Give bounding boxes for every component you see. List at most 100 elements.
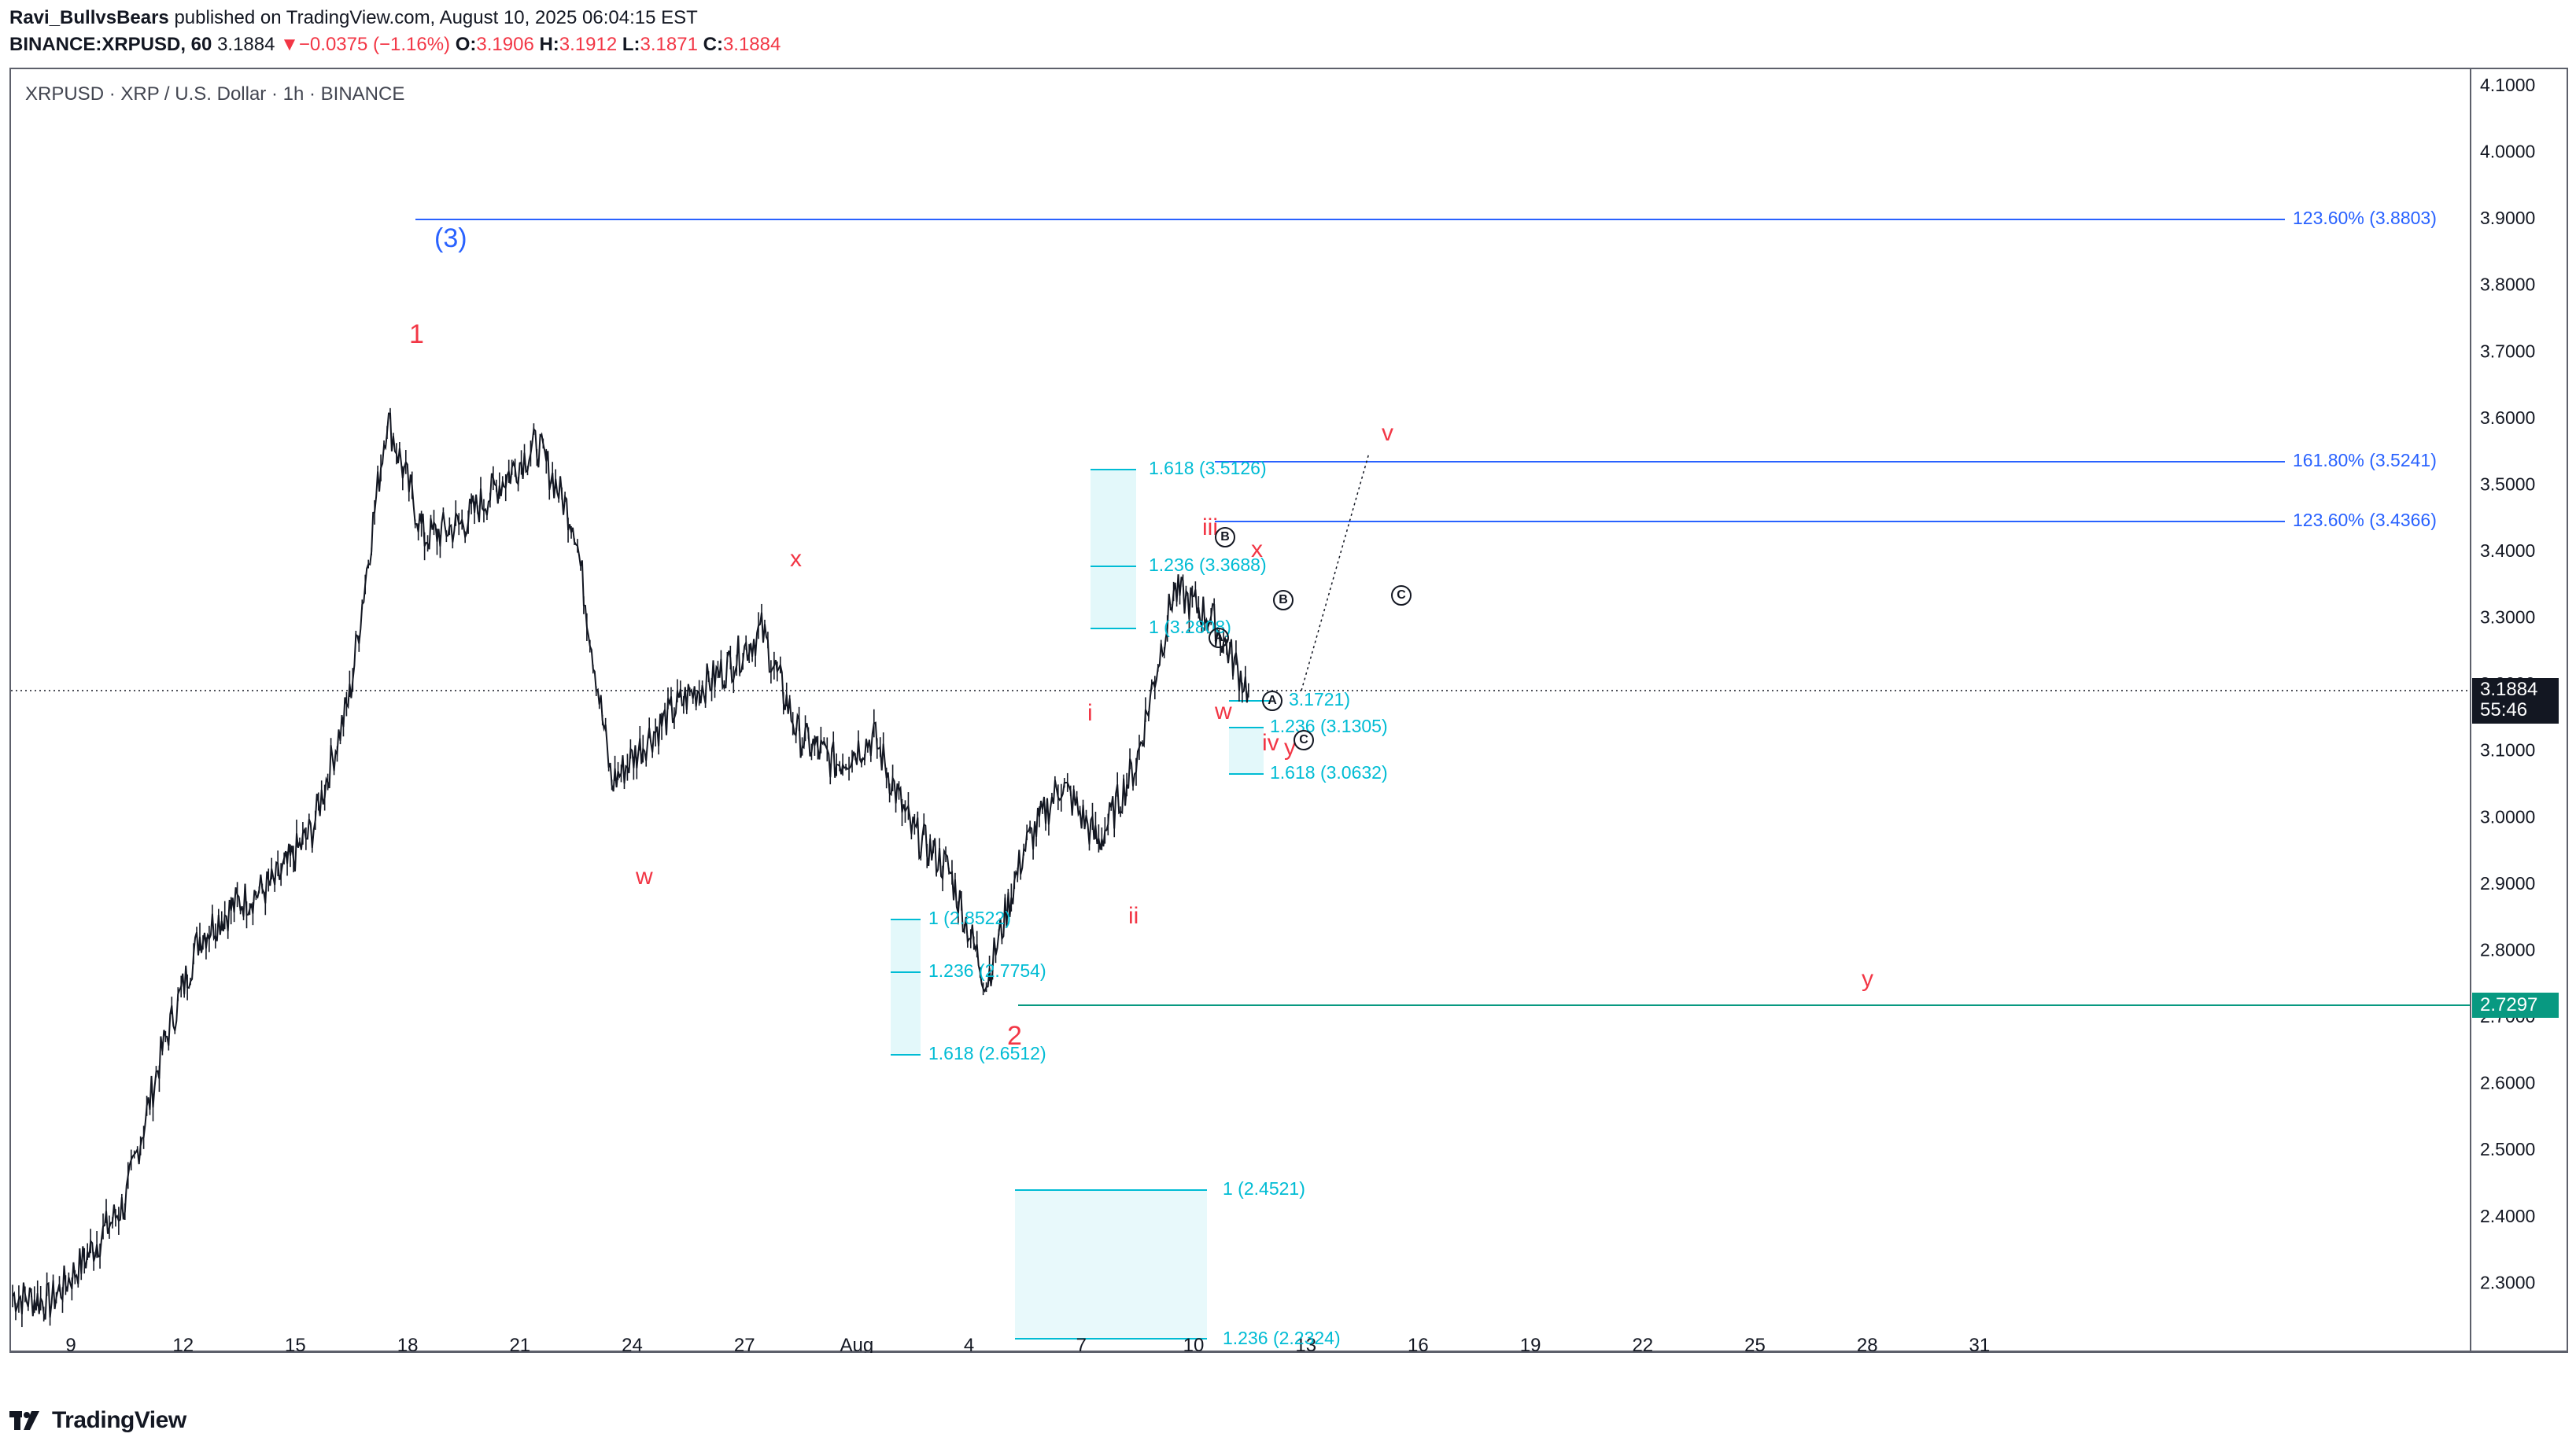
fib-label: 3.1721) (1289, 689, 1351, 709)
high-label: H: (539, 34, 559, 55)
time-axis-tick: Aug (840, 1335, 874, 1353)
price-axis-tick: 3.1000 (2480, 740, 2535, 761)
current-price-value: 3.1884 (2480, 679, 2538, 700)
time-axis-tick: 19 (1520, 1335, 1541, 1353)
time-axis-tick: 7 (1076, 1335, 1087, 1353)
price-axis-tick: 2.9000 (2480, 873, 2535, 894)
publish-line: Ravi_BullvsBears published on TradingVie… (9, 5, 1190, 31)
open-label: O: (455, 34, 477, 55)
level-label-3-4366: 123.60% (3.4366) (2293, 510, 2437, 530)
time-axis-tick: 18 (397, 1335, 419, 1353)
fib-label: 1.618 (3.5126) (1149, 458, 1267, 478)
price-change: −0.0375 (−1.16%) (298, 34, 451, 55)
axis-ticks: 4.1000 4.0000 3.9000 3.8000 3.7000 3.6000 3.50… (65, 75, 2535, 1353)
fib-box-mid[interactable] (891, 919, 921, 1055)
price-axis-tick: 3.9000 (2480, 208, 2535, 228)
price-axis-tick: 3.6000 (2480, 407, 2535, 428)
wave-label-y: y (1862, 966, 1873, 992)
price-series-line (12, 412, 1249, 1320)
time-axis-tick: 15 (285, 1335, 306, 1353)
circled-label-b: B (1215, 527, 1235, 547)
wave-label-v: v (1382, 420, 1393, 446)
circled-label-c: C (1391, 585, 1412, 606)
price-axis-tick: 3.5000 (2480, 474, 2535, 494)
price-axis-tick: 2.8000 (2480, 939, 2535, 960)
wave-label-w: w (636, 864, 653, 890)
wave-label-x: x (790, 546, 802, 572)
level-label-3-5241: 161.80% (3.5241) (2293, 450, 2437, 470)
wave-label-i: i (1087, 700, 1093, 726)
time-axis-tick: 21 (509, 1335, 530, 1353)
fib-box-low[interactable] (1015, 1190, 1207, 1340)
fib-label: 1.618 (2.6512) (928, 1043, 1046, 1063)
circled-label-a: A (1262, 691, 1282, 711)
wave-label-x2: x (1251, 536, 1263, 562)
last-price: 3.1884 (217, 34, 275, 55)
price-axis-tick: 2.3000 (2480, 1272, 2535, 1292)
time-axis-tick: 10 (1183, 1335, 1205, 1353)
change-down-icon: ▼ (280, 34, 299, 55)
time-axis-tick: 27 (734, 1335, 755, 1353)
projection-dotted-line[interactable] (1301, 452, 1370, 691)
price-axis-tick: 3.8000 (2480, 275, 2535, 295)
price-chart[interactable]: 4.1000 4.0000 3.9000 3.8000 3.7000 3.6000 3.50… (11, 69, 2568, 1353)
ohlc-line: BINANCE:XRPUSD, 60 3.1884 ▼−0.0375 (−1.1… (9, 31, 1190, 58)
price-axis-tick: 3.0000 (2480, 806, 2535, 827)
fib-label: 1 (2.8522) (928, 908, 1011, 928)
fib-label: 1.618 (3.0632) (1270, 762, 1388, 783)
footer: TradingView (9, 1405, 186, 1436)
wave-label-iii: iii (1202, 514, 1218, 540)
low-label: L: (622, 34, 640, 55)
close-value: 3.1884 (722, 34, 781, 55)
price-axis-tick: 4.0000 (2480, 142, 2535, 162)
candles-layer (12, 407, 1249, 1328)
price-axis-tick: 3.3000 (2480, 607, 2535, 628)
chart-pane[interactable]: 4.1000 4.0000 3.9000 3.8000 3.7000 3.6000 3.50… (9, 68, 2568, 1353)
tradingview-brand[interactable]: TradingView (52, 1407, 186, 1433)
level-price-tag: 2.7297 (2472, 993, 2559, 1018)
wave-label-y2: y (1284, 735, 1296, 761)
open-value: 3.1906 (476, 34, 534, 55)
time-axis-tick: 28 (1857, 1335, 1878, 1353)
time-axis-tick: 4 (964, 1335, 974, 1353)
fib-box-top[interactable] (1091, 470, 1136, 628)
fib-label: 1 (2.4521) (1223, 1178, 1305, 1199)
current-price-tag: 3.1884 55:46 (2472, 678, 2559, 724)
bar-countdown: 55:46 (2480, 699, 2528, 720)
price-axis-tick: 4.1000 (2480, 75, 2535, 95)
chart-header: Ravi_BullvsBears published on TradingVie… (9, 5, 1190, 60)
published-text: published on TradingView.com, August 10,… (174, 7, 698, 28)
circled-label-b: B (1273, 590, 1294, 610)
chart-symbol-title: XRPUSD · XRP / U.S. Dollar · 1h · BINANC… (25, 83, 405, 105)
price-axis-tick: 2.6000 (2480, 1073, 2535, 1093)
time-axis-tick: 31 (1969, 1335, 1991, 1353)
fib-label: 1.236 (3.3688) (1149, 555, 1267, 575)
time-axis-tick: 25 (1744, 1335, 1766, 1353)
author-name[interactable]: Ravi_BullvsBears (9, 7, 169, 28)
circled-label-c: C (1294, 730, 1314, 750)
fib-label: 1.236 (2.7754) (928, 960, 1046, 981)
low-value: 3.1871 (640, 34, 698, 55)
high-value: 3.1912 (559, 34, 618, 55)
fib-label: 1.236 (3.1305) (1270, 716, 1388, 736)
circled-label-a: A (1209, 628, 1229, 648)
time-axis-tick: 22 (1632, 1335, 1653, 1353)
price-axis-tick: 3.4000 (2480, 540, 2535, 561)
wave-label-w2: w (1215, 698, 1232, 724)
time-axis-tick: 12 (172, 1335, 194, 1353)
wave-label-1: 1 (409, 319, 424, 349)
level-label-3-8803: 123.60% (3.8803) (2293, 208, 2437, 228)
time-axis-tick: 9 (65, 1335, 76, 1353)
wave-label-3: (3) (434, 223, 467, 253)
wave-label-2: 2 (1007, 1021, 1022, 1051)
time-axis-tick: 13 (1295, 1335, 1316, 1353)
wave-label-iv: iv (1262, 730, 1279, 756)
price-axis-tick: 3.7000 (2480, 341, 2535, 361)
price-axis-tick: 2.4000 (2480, 1206, 2535, 1226)
drawing-levels (11, 219, 2471, 1340)
price-axis-tick: 2.5000 (2480, 1139, 2535, 1159)
time-axis-tick: 16 (1408, 1335, 1429, 1353)
fib-box-small[interactable] (1229, 727, 1264, 774)
tradingview-logo-icon[interactable] (9, 1411, 44, 1430)
time-axis-tick: 24 (622, 1335, 643, 1353)
